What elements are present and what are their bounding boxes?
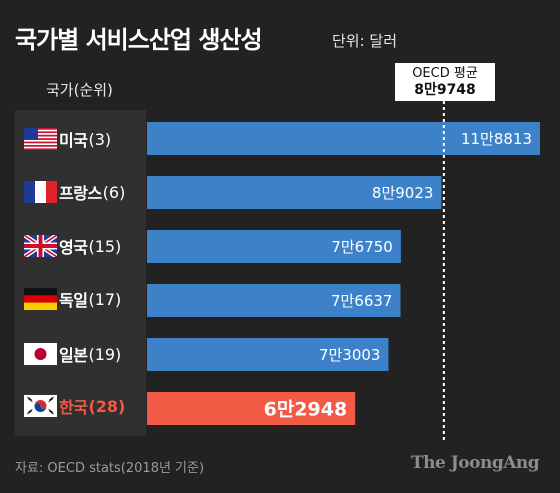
country-name: 독일 (59, 291, 88, 310)
bar-2 (147, 230, 401, 263)
oecd-average-value: 8만9748 (414, 82, 476, 98)
country-row-korea: 한국 (28) (24, 394, 125, 418)
source-note: 자료: OECD stats(2018년 기준) (15, 461, 205, 476)
country-name: 일본 (59, 346, 88, 365)
oecd-average-label: OECD 평균 8만9748 (395, 63, 495, 101)
germany-flag-icon (24, 288, 57, 310)
bar-5 (147, 392, 356, 425)
bar-value-label-3: 7만6637 (331, 292, 393, 310)
country-rank: (3) (88, 129, 112, 149)
bar-4 (147, 338, 389, 371)
column-header: 국가(순위) (46, 81, 113, 99)
us-flag-icon (24, 128, 57, 150)
country-rank: (19) (88, 344, 122, 364)
country-row-uk: 영국 (15) (24, 234, 121, 258)
country-rank: (17) (88, 289, 122, 309)
bar-value-label-4: 7만3003 (319, 346, 381, 364)
country-name: 미국 (59, 131, 88, 150)
bar-value-label-2: 7만6750 (331, 238, 393, 256)
oecd-average-title: OECD 평균 (412, 66, 478, 81)
country-name: 한국 (59, 398, 88, 417)
country-row-france: 프랑스 (6) (24, 180, 125, 204)
bar-value-label-5: 6만2948 (264, 399, 348, 421)
bar-value-label-1: 8만9023 (372, 184, 434, 202)
country-row-germany: 독일 (17) (24, 287, 121, 311)
korea-flag-icon (24, 395, 57, 417)
uk-flag-icon (24, 235, 57, 257)
country-rank: (6) (102, 182, 126, 202)
country-row-us: 미국 (3) (24, 127, 111, 151)
japan-flag-icon (24, 343, 57, 365)
bar-0 (147, 122, 540, 155)
country-name: 프랑스 (59, 184, 102, 203)
country-row-japan: 일본 (19) (24, 342, 121, 366)
bar-3 (147, 284, 401, 317)
unit-label: 단위: 달러 (332, 32, 398, 50)
publisher-logo: The JoongAng (411, 453, 540, 473)
country-rank: (28) (88, 396, 126, 416)
country-label-panel (15, 110, 146, 436)
bar-value-label-0: 11만8813 (461, 130, 532, 148)
country-rank: (15) (88, 236, 122, 256)
bar-1 (147, 176, 442, 209)
country-name: 영국 (59, 238, 88, 257)
chart-title: 국가별 서비스산업 생산성 (15, 26, 263, 54)
france-flag-icon (24, 181, 57, 203)
